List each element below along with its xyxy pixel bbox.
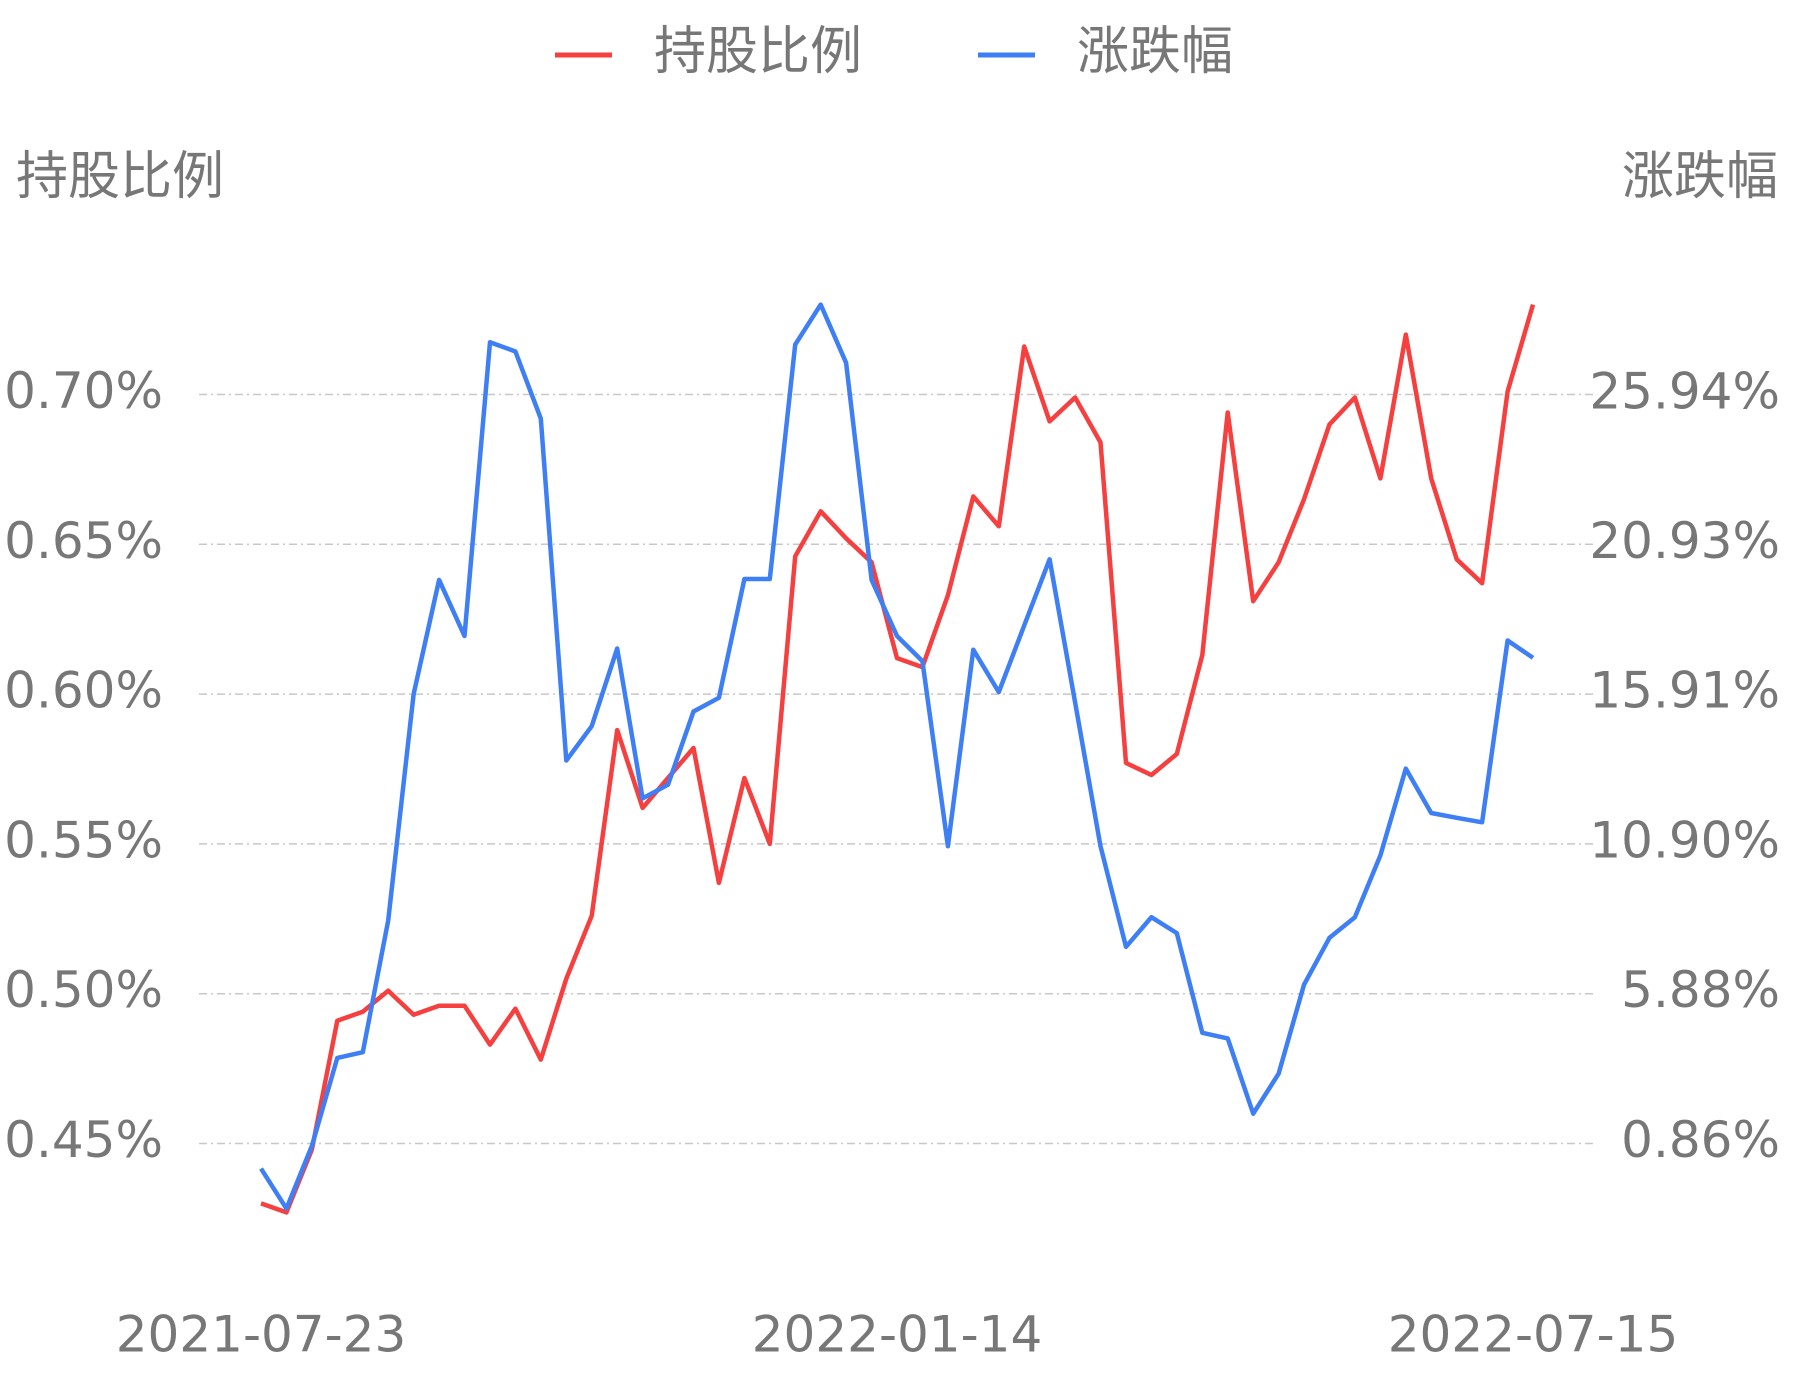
y-tick-label: 0.70% — [4, 362, 163, 420]
y-tick-label: 0.65% — [4, 512, 163, 570]
y2-axis-title: 涨跌幅 — [1622, 147, 1778, 207]
y2-tick-label: 5.88% — [1621, 961, 1780, 1019]
y2-tick-label: 15.91% — [1589, 662, 1780, 720]
y-tick-label: 0.60% — [4, 662, 163, 720]
y-tick-label: 0.50% — [4, 961, 163, 1019]
legend-label: 涨跌幅 — [1077, 22, 1233, 82]
series-line — [259, 302, 1535, 1211]
y-tick-label: 0.45% — [4, 1111, 163, 1169]
series-line — [260, 303, 1536, 1215]
y-axis-title: 持股比例 — [16, 147, 224, 207]
x-tick-label: 2022-07-15 — [1388, 1306, 1679, 1364]
y-tick-label: 0.55% — [4, 811, 163, 869]
y2-tick-label: 10.90% — [1589, 811, 1780, 869]
y2-tick-label: 25.94% — [1589, 362, 1780, 420]
y2-tick-label: 0.86% — [1621, 1111, 1780, 1169]
x-tick-label: 2022-01-14 — [752, 1306, 1043, 1364]
y2-tick-label: 20.93% — [1589, 512, 1780, 570]
legend-label: 持股比例 — [654, 22, 862, 82]
x-tick-label: 2021-07-23 — [116, 1306, 407, 1364]
